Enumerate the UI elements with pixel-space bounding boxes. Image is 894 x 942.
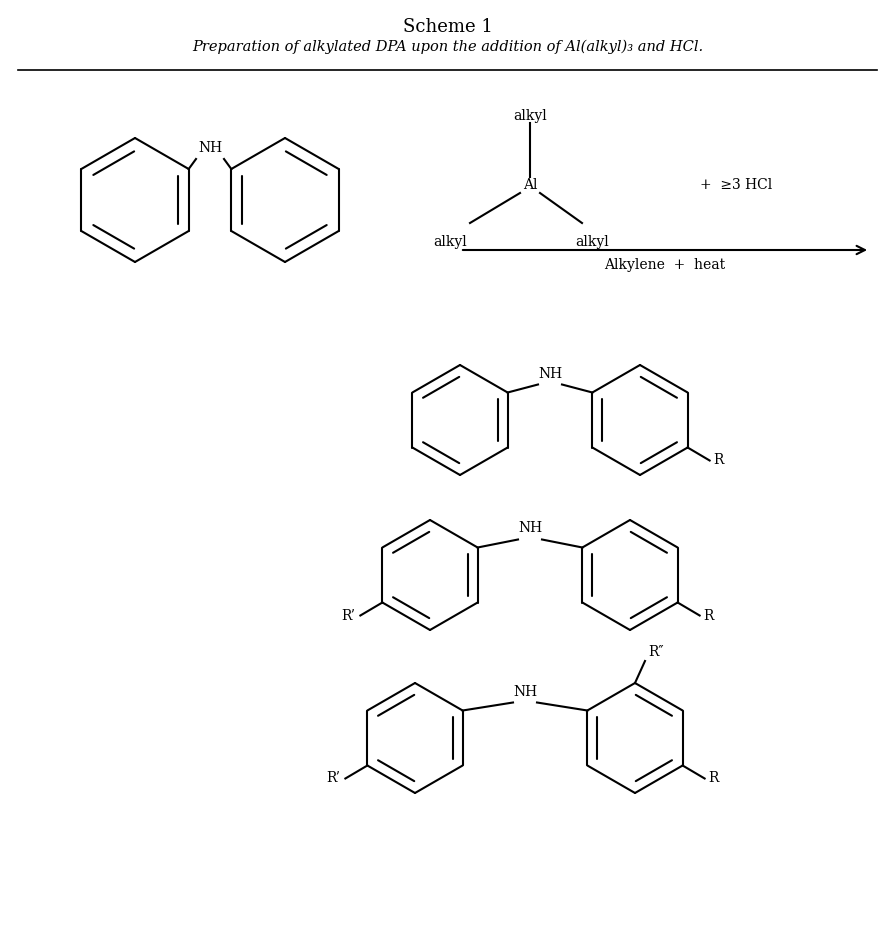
Text: +  ≥3 HCl: + ≥3 HCl <box>699 178 772 192</box>
Text: R: R <box>708 771 718 786</box>
Text: R’: R’ <box>341 609 355 623</box>
Text: alkyl: alkyl <box>512 109 546 123</box>
Text: R″: R″ <box>647 645 662 659</box>
Text: Al: Al <box>522 178 536 192</box>
Text: alkyl: alkyl <box>575 235 608 249</box>
Text: R: R <box>713 453 723 467</box>
Text: NH: NH <box>198 141 222 155</box>
Text: Alkylene  +  heat: Alkylene + heat <box>603 258 725 272</box>
Text: R: R <box>703 609 713 623</box>
Text: R’: R’ <box>326 771 340 786</box>
Text: NH: NH <box>518 522 542 535</box>
Text: NH: NH <box>537 366 561 381</box>
Text: NH: NH <box>512 685 536 699</box>
Text: Preparation of alkylated DPA upon the addition of Al(alkyl)₃ and HCl.: Preparation of alkylated DPA upon the ad… <box>191 40 703 55</box>
Text: alkyl: alkyl <box>433 235 467 249</box>
Text: Scheme 1: Scheme 1 <box>402 18 492 36</box>
